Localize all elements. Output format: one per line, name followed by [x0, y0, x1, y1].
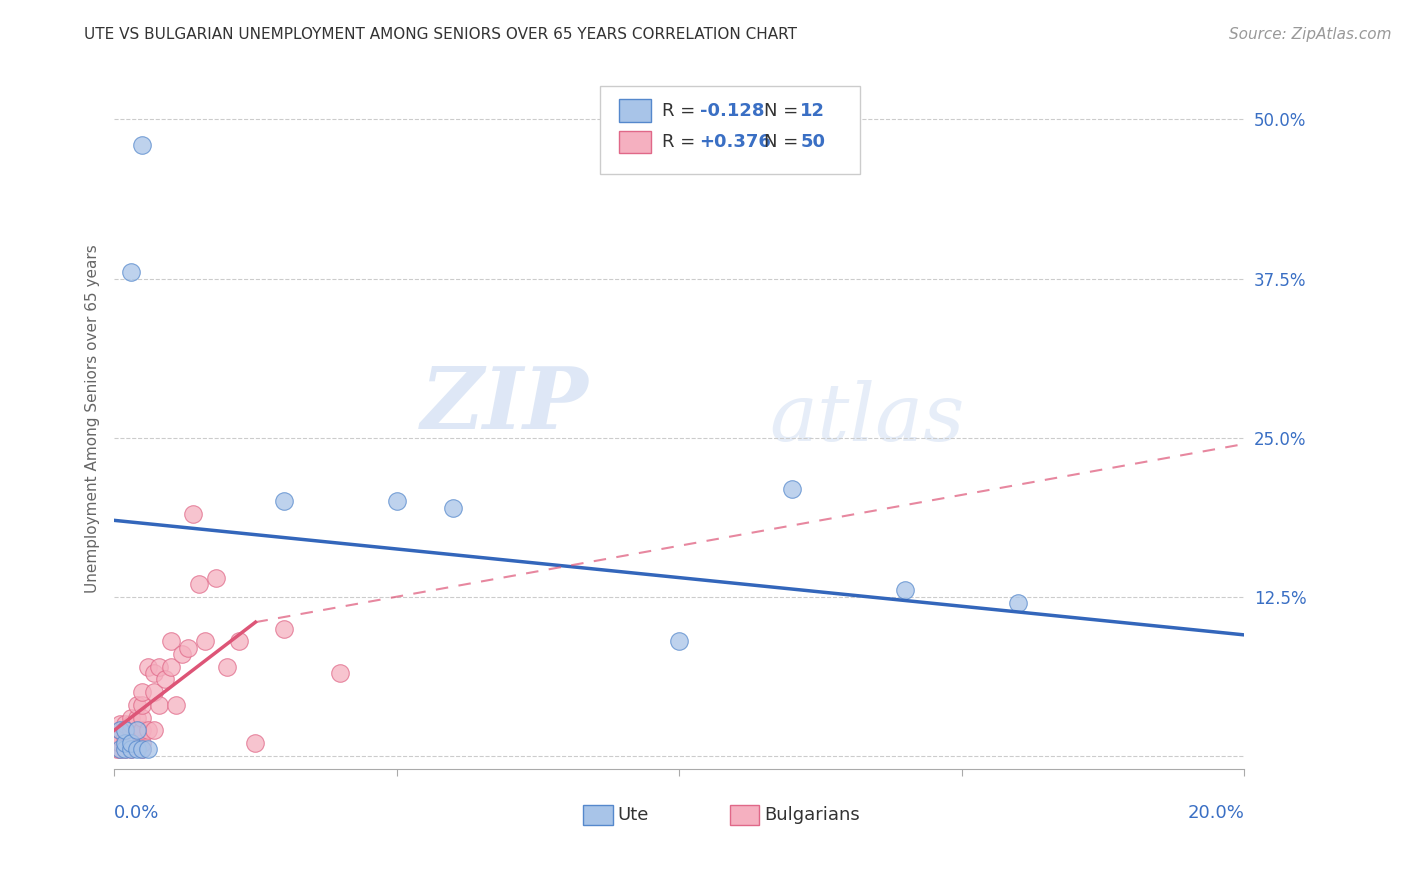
Point	[385, 494, 408, 508]
Text: N =: N =	[763, 102, 799, 120]
Point	[108, 742, 131, 756]
Point	[228, 634, 250, 648]
Point	[120, 265, 142, 279]
Point	[148, 698, 170, 712]
Point	[114, 717, 136, 731]
Point	[441, 500, 464, 515]
Text: R =: R =	[662, 133, 696, 151]
Point	[120, 742, 142, 756]
Y-axis label: Unemployment Among Seniors over 65 years: Unemployment Among Seniors over 65 years	[86, 244, 100, 593]
FancyBboxPatch shape	[730, 805, 759, 824]
Point	[125, 730, 148, 744]
Point	[142, 685, 165, 699]
Point	[131, 736, 153, 750]
Point	[159, 659, 181, 673]
Point	[159, 634, 181, 648]
Point	[136, 659, 159, 673]
Point	[125, 711, 148, 725]
Point	[217, 659, 239, 673]
Point	[108, 717, 131, 731]
Point	[131, 137, 153, 152]
Text: atlas: atlas	[769, 380, 965, 458]
Point	[108, 742, 131, 756]
Point	[120, 736, 142, 750]
Point	[131, 742, 153, 756]
Text: -0.128: -0.128	[700, 102, 763, 120]
Point	[136, 723, 159, 738]
Text: N =: N =	[763, 133, 799, 151]
Point	[120, 730, 142, 744]
Point	[120, 711, 142, 725]
Point	[125, 736, 148, 750]
FancyBboxPatch shape	[600, 86, 860, 174]
Point	[120, 717, 142, 731]
FancyBboxPatch shape	[620, 99, 651, 121]
Text: Ute: Ute	[617, 805, 648, 823]
Point	[668, 634, 690, 648]
Point	[114, 742, 136, 756]
Point	[780, 482, 803, 496]
Point	[114, 736, 136, 750]
Point	[114, 730, 136, 744]
Point	[187, 577, 209, 591]
Point	[114, 742, 136, 756]
Text: ZIP: ZIP	[420, 363, 589, 446]
Text: 0.0%: 0.0%	[114, 804, 159, 822]
Point	[105, 742, 128, 756]
Point	[125, 723, 148, 738]
Text: UTE VS BULGARIAN UNEMPLOYMENT AMONG SENIORS OVER 65 YEARS CORRELATION CHART: UTE VS BULGARIAN UNEMPLOYMENT AMONG SENI…	[84, 27, 797, 42]
Point	[170, 647, 193, 661]
Point	[120, 736, 142, 750]
Point	[114, 736, 136, 750]
Point	[194, 634, 217, 648]
FancyBboxPatch shape	[620, 131, 651, 153]
Text: 12: 12	[800, 102, 825, 120]
Point	[181, 507, 204, 521]
Point	[136, 742, 159, 756]
Point	[108, 723, 131, 738]
Point	[142, 666, 165, 681]
Point	[205, 571, 228, 585]
FancyBboxPatch shape	[583, 805, 613, 824]
Point	[108, 730, 131, 744]
Point	[108, 723, 131, 738]
Point	[153, 673, 176, 687]
Point	[273, 494, 295, 508]
Text: Bulgarians: Bulgarians	[763, 805, 859, 823]
Point	[148, 659, 170, 673]
Point	[142, 723, 165, 738]
Point	[131, 742, 153, 756]
Text: Source: ZipAtlas.com: Source: ZipAtlas.com	[1229, 27, 1392, 42]
Text: 20.0%: 20.0%	[1188, 804, 1244, 822]
Point	[125, 698, 148, 712]
Point	[131, 685, 153, 699]
Point	[120, 723, 142, 738]
Point	[273, 622, 295, 636]
Point	[114, 723, 136, 738]
Point	[131, 698, 153, 712]
Point	[165, 698, 187, 712]
Text: +0.376: +0.376	[700, 133, 772, 151]
Point	[131, 711, 153, 725]
Point	[125, 723, 148, 738]
Point	[108, 736, 131, 750]
Point	[125, 742, 148, 756]
Point	[120, 742, 142, 756]
Text: R =: R =	[662, 102, 696, 120]
Point	[245, 736, 267, 750]
Point	[894, 583, 917, 598]
Point	[176, 640, 198, 655]
Point	[131, 723, 153, 738]
Text: 50: 50	[800, 133, 825, 151]
Point	[1007, 596, 1029, 610]
Point	[114, 723, 136, 738]
Point	[329, 666, 352, 681]
